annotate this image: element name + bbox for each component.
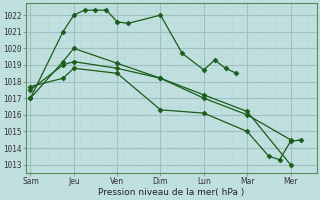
X-axis label: Pression niveau de la mer( hPa ): Pression niveau de la mer( hPa ) (98, 188, 244, 197)
